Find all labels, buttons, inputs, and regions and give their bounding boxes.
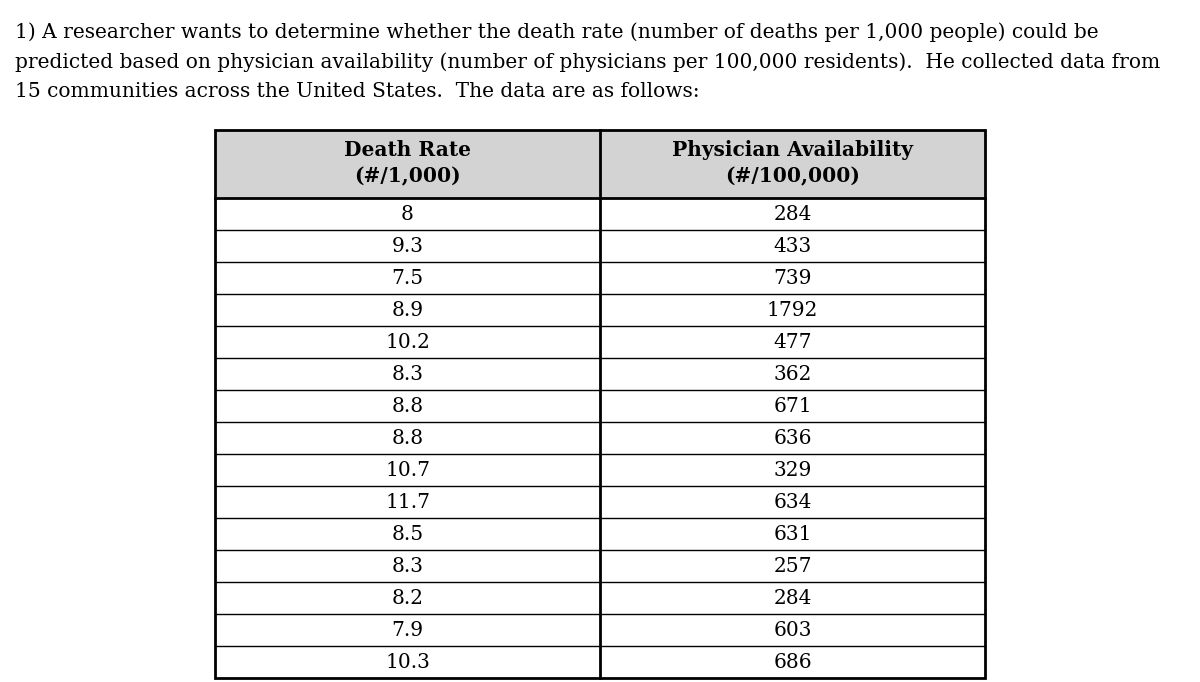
Text: 329: 329 (773, 460, 811, 479)
Text: 603: 603 (773, 621, 811, 640)
Text: 10.3: 10.3 (385, 653, 430, 672)
Bar (215, 454, 985, 486)
Bar (215, 550, 985, 582)
Text: 8.9: 8.9 (391, 301, 424, 319)
Text: 634: 634 (773, 492, 811, 512)
Text: 8.2: 8.2 (391, 589, 424, 608)
Bar (215, 326, 985, 358)
Text: 8.5: 8.5 (391, 524, 424, 544)
Text: predicted based on physician availability (number of physicians per 100,000 resi: predicted based on physician availabilit… (14, 52, 1160, 72)
Bar (215, 486, 985, 518)
Text: 9.3: 9.3 (391, 237, 424, 256)
Bar (215, 130, 985, 678)
Text: 7.5: 7.5 (391, 269, 424, 288)
Text: 1) A researcher wants to determine whether the death rate (number of deaths per : 1) A researcher wants to determine wheth… (14, 22, 1099, 42)
Text: 10.7: 10.7 (385, 460, 430, 479)
Text: 739: 739 (773, 269, 811, 288)
Text: 686: 686 (773, 653, 812, 672)
Text: 7.9: 7.9 (391, 621, 424, 640)
Bar (215, 422, 985, 454)
Text: 284: 284 (773, 589, 811, 608)
Text: (#/100,000): (#/100,000) (725, 166, 860, 186)
Bar (215, 358, 985, 390)
Bar (215, 230, 985, 262)
Text: 1792: 1792 (767, 301, 818, 319)
Text: 10.2: 10.2 (385, 333, 430, 351)
Text: 671: 671 (773, 396, 812, 415)
Bar (215, 614, 985, 646)
Bar (215, 262, 985, 294)
Text: 362: 362 (773, 364, 811, 383)
Bar (215, 198, 985, 230)
Text: 8: 8 (401, 205, 414, 224)
Text: 8.3: 8.3 (391, 557, 424, 576)
Text: Death Rate: Death Rate (344, 140, 470, 160)
Text: 477: 477 (773, 333, 811, 351)
Text: 284: 284 (773, 205, 811, 224)
Text: 8.8: 8.8 (391, 396, 424, 415)
Text: Physician Availability: Physician Availability (672, 140, 913, 160)
Bar (215, 582, 985, 614)
Bar (215, 294, 985, 326)
Text: 11.7: 11.7 (385, 492, 430, 512)
Bar (215, 646, 985, 678)
Text: (#/1,000): (#/1,000) (354, 166, 461, 186)
Text: 631: 631 (773, 524, 811, 544)
Text: 8.8: 8.8 (391, 428, 424, 447)
Text: 257: 257 (773, 557, 811, 576)
Text: 636: 636 (773, 428, 811, 447)
Text: 8.3: 8.3 (391, 364, 424, 383)
Bar (215, 518, 985, 550)
Text: 433: 433 (773, 237, 811, 256)
Bar (215, 390, 985, 422)
Bar (215, 130, 985, 198)
Text: 15 communities across the United States.  The data are as follows:: 15 communities across the United States.… (14, 82, 700, 101)
